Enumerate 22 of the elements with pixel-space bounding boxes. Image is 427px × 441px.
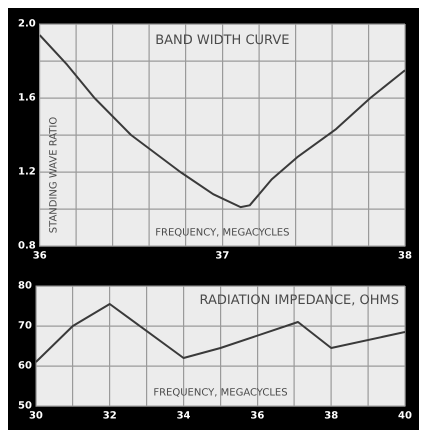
y-tick-label: 0.8: [18, 240, 36, 252]
x-tick-label: 36: [32, 250, 47, 262]
x-tick-label: 38: [324, 410, 338, 422]
y-tick-label: 1.6: [18, 92, 36, 104]
x-axis-title: FREQUENCY, MEGACYCLES: [153, 388, 288, 399]
x-tick-label: 38: [398, 250, 412, 262]
x-tick-label: 32: [102, 410, 117, 422]
x-tick-label: 34: [176, 410, 191, 422]
x-tick-label: 37: [215, 250, 230, 262]
x-tick-label: 40: [398, 410, 412, 422]
y-axis-title: STANDING WAVE RATIO: [48, 116, 60, 234]
y-tick-label: 60: [18, 360, 32, 372]
text: RADIATION IMPEDANCE, OHMS: [199, 292, 399, 308]
text: BAND WIDTH CURVE: [155, 32, 290, 48]
x-tick-label: 30: [28, 410, 43, 422]
x-tick-label: 36: [250, 410, 264, 422]
y-tick-label: 1.2: [18, 166, 36, 178]
y-tick-label: 2.0: [18, 18, 36, 30]
y-tick-label: 50: [18, 400, 32, 412]
x-axis-title: FREQUENCY, MEGACYCLES: [155, 228, 290, 239]
y-tick-label: 70: [18, 320, 32, 332]
y-tick-label: 80: [18, 280, 32, 292]
